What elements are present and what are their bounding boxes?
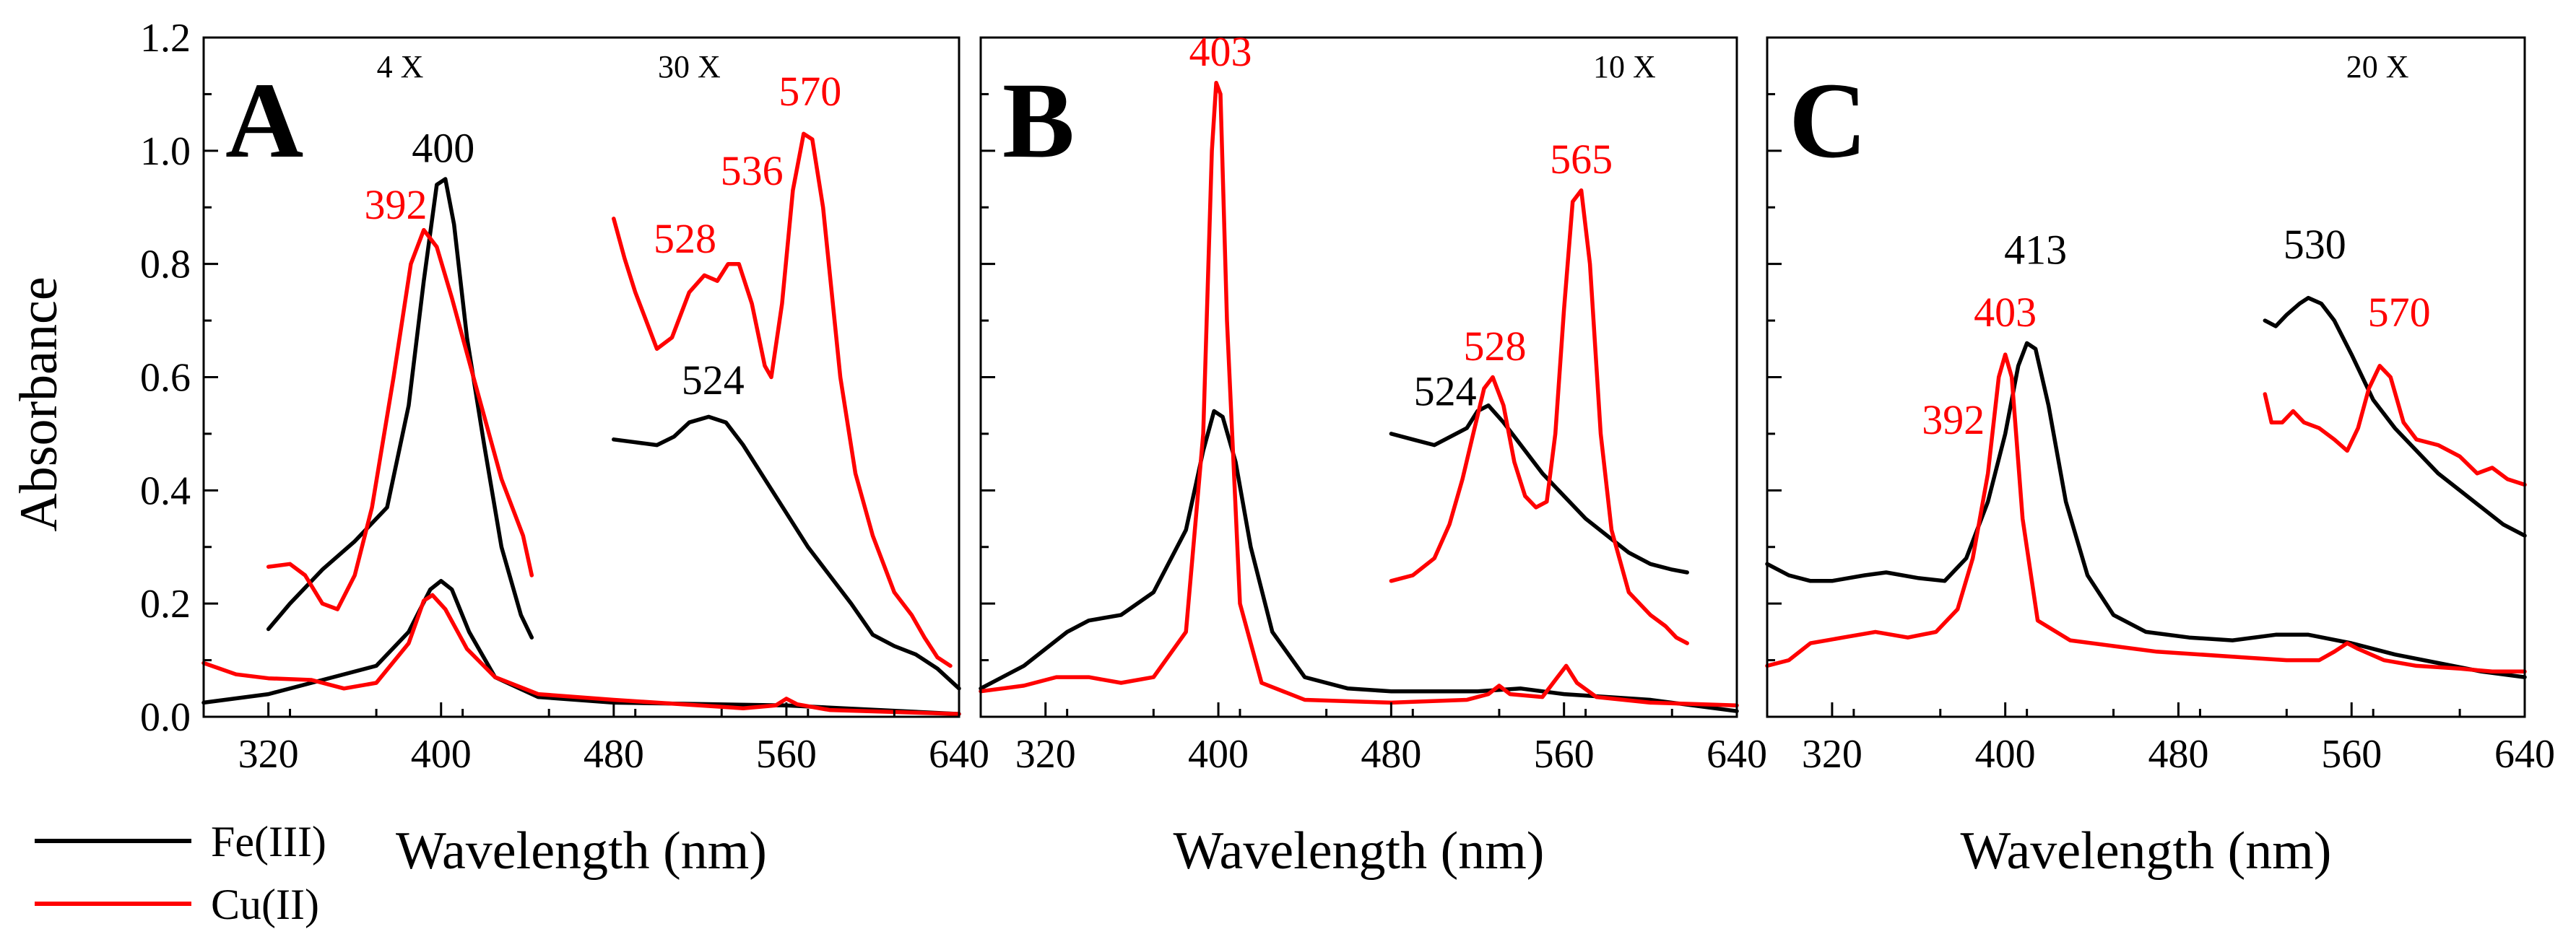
panel-letter: A — [225, 61, 303, 180]
peak-label: 528 — [654, 215, 716, 262]
peak-label: 524 — [682, 357, 745, 404]
y-tick-label: 0.2 — [140, 582, 191, 627]
x-tick-label: 640 — [2494, 732, 2555, 777]
plot-frame — [202, 36, 960, 718]
scale-factor-label: 4 X — [377, 49, 424, 84]
x-tick-label: 560 — [756, 732, 817, 777]
peak-label: 536 — [721, 147, 784, 194]
panel-b: 320 400 480 560 640 Wavelength (nm) B 10 X 403 56… — [979, 28, 1767, 881]
scale-factor-label: 30 X — [658, 49, 721, 84]
series-line-cu-ii-4-x — [266, 227, 534, 611]
x-tick-label: 400 — [1975, 732, 2036, 777]
x-tick-label: 480 — [1361, 732, 1421, 777]
series-line-fe-iii-30-x — [612, 414, 961, 691]
x-tick-label: 480 — [2148, 732, 2208, 777]
scale-factor-label: 20 X — [2346, 49, 2409, 84]
peak-label: 524 — [1414, 368, 1477, 415]
series-line-cu-ii-30-x — [612, 131, 953, 668]
y-tick-label: 0.8 — [140, 243, 191, 287]
x-tick-label: 320 — [1015, 732, 1076, 777]
panel-letter: B — [1002, 61, 1075, 180]
peak-label: 403 — [1189, 28, 1252, 75]
peak-label: 570 — [2368, 289, 2431, 336]
panel-letter: C — [1789, 61, 1867, 180]
x-axis-label: Wavelength (nm) — [1961, 821, 2332, 881]
x-axis-label: Wavelength (nm) — [1174, 821, 1545, 881]
peak-label: 392 — [364, 181, 427, 228]
peak-label: 403 — [1974, 289, 2037, 336]
x-axis-label: Wavelength (nm) — [396, 821, 767, 881]
legend-label-fe: Fe(III) — [211, 818, 326, 865]
series-line-fe-iii — [201, 579, 961, 716]
series-line-fe-iii-10-x — [1389, 403, 1689, 575]
x-tick-label: 640 — [929, 732, 989, 777]
x-tick-label: 560 — [2321, 732, 2382, 777]
peak-label: 392 — [1922, 396, 1985, 443]
peak-label: 400 — [412, 125, 474, 172]
series-line-cu-ii — [1765, 352, 2527, 674]
series-line-cu-ii-10-x — [1389, 188, 1689, 645]
peak-label: 413 — [2004, 227, 2067, 274]
x-tick-label: 400 — [411, 732, 472, 777]
scale-factor-label: 10 X — [1593, 49, 1656, 84]
y-tick-label: 0.0 — [140, 695, 191, 740]
x-tick-label: 400 — [1188, 732, 1249, 777]
y-tick-label: 1.2 — [140, 16, 191, 61]
y-tick-label: 0.6 — [140, 356, 191, 401]
y-tick-label: 1.0 — [140, 129, 191, 174]
peak-label: 528 — [1463, 323, 1526, 370]
x-tick-label: 320 — [238, 732, 299, 777]
peak-label: 530 — [2284, 221, 2346, 268]
series-line-cu-ii — [979, 80, 1739, 708]
plot-frame — [979, 36, 1738, 718]
series-line-cu-ii — [201, 593, 961, 716]
y-tick-label: 0.4 — [140, 468, 191, 513]
series-line-fe-iii-20-x — [2263, 295, 2527, 538]
x-tick-label: 640 — [1707, 732, 1767, 777]
series-line-fe-iii — [979, 409, 1739, 713]
x-tick-label: 480 — [584, 732, 644, 777]
panel-c: 320 400 480 560 640 Wavelength (nm) C 20 X 413 40… — [1765, 36, 2555, 881]
series-line-fe-iii-4-x — [266, 177, 534, 640]
peak-label: 565 — [1550, 136, 1613, 183]
peak-label: 570 — [779, 68, 841, 115]
panels: 320 400 480 560 640 0.0 0.2 0.4 0.6 0.8 1.0 1.2 Wave… — [140, 16, 2555, 881]
panel-a: 320 400 480 560 640 0.0 0.2 0.4 0.6 0.8 1.0 1.2 Wave… — [140, 16, 989, 881]
series-line-cu-ii-20-x — [2263, 364, 2527, 487]
series-line-fe-iii — [1765, 341, 2527, 679]
y-axis-label: Absorbance — [9, 276, 69, 531]
legend-label-cu: Cu(II) — [211, 881, 319, 928]
plot-frame — [1766, 36, 2526, 718]
x-tick-label: 320 — [1802, 732, 1862, 777]
x-tick-label: 560 — [1534, 732, 1595, 777]
legend: Fe(III) Cu(II) — [35, 818, 326, 928]
